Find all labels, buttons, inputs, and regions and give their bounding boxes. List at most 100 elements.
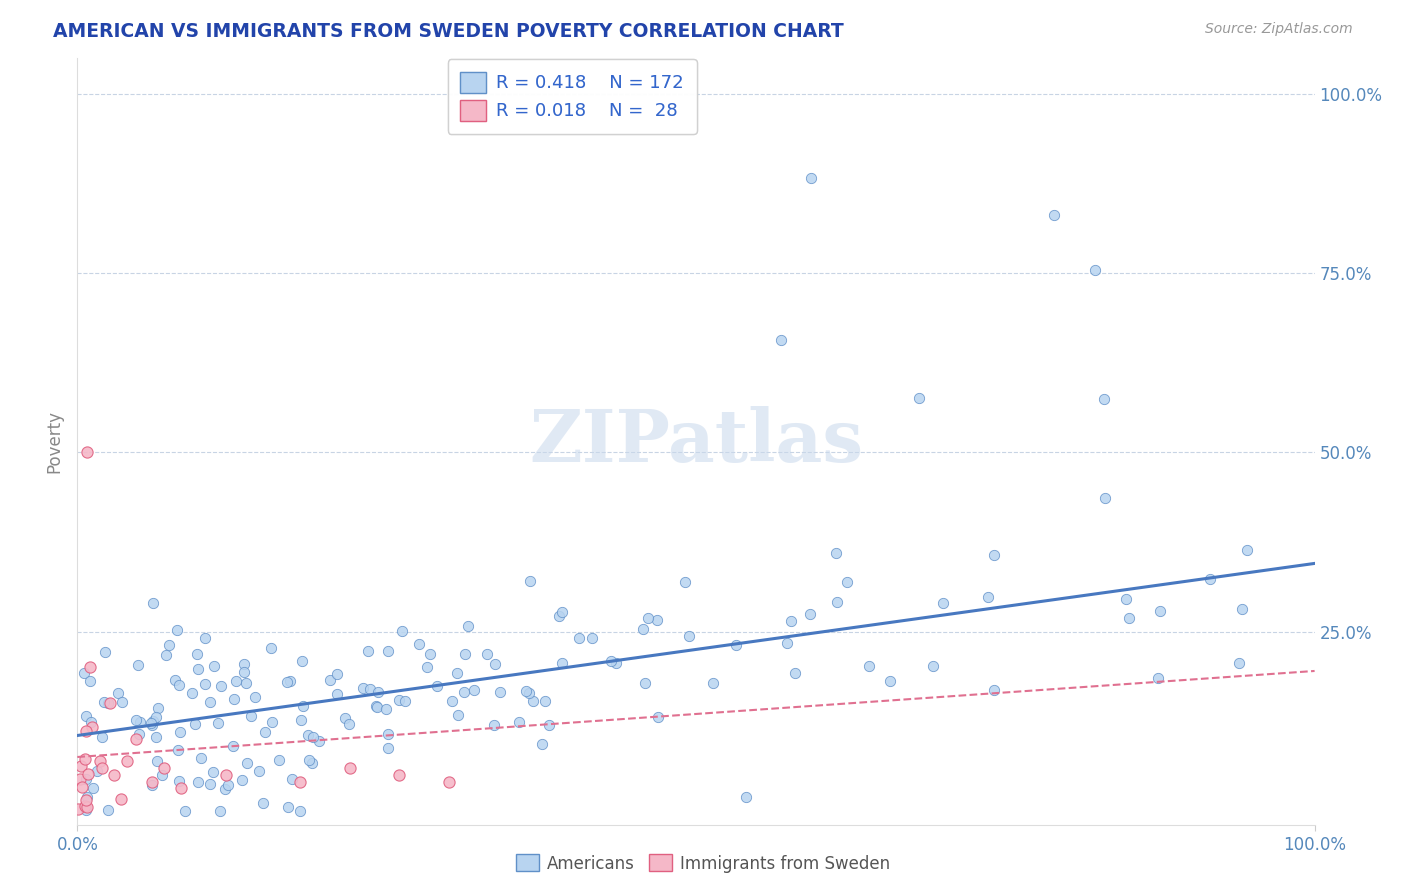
Point	[277, 800, 299, 814]
Point	[367, 685, 389, 699]
Point	[1149, 604, 1171, 618]
Point	[1227, 656, 1250, 670]
Point	[983, 548, 1005, 562]
Legend: Americans, Immigrants from Sweden: Americans, Immigrants from Sweden	[509, 847, 897, 880]
Point	[103, 768, 125, 782]
Point	[457, 619, 479, 633]
Text: ZIPatlas: ZIPatlas	[529, 406, 863, 477]
Point	[75, 708, 97, 723]
Point	[76, 767, 98, 781]
Point	[146, 701, 169, 715]
Point	[141, 775, 163, 789]
Point	[93, 695, 115, 709]
Point	[446, 665, 468, 680]
Point	[169, 725, 191, 739]
Point	[484, 657, 506, 671]
Point	[377, 644, 399, 658]
Point	[239, 708, 262, 723]
Point	[276, 674, 298, 689]
Point	[253, 724, 276, 739]
Point	[163, 673, 186, 688]
Point	[198, 777, 221, 791]
Point	[1092, 392, 1115, 406]
Point	[530, 737, 553, 751]
Point	[377, 726, 399, 740]
Point	[142, 714, 165, 729]
Point	[97, 803, 120, 817]
Point	[222, 692, 245, 706]
Point	[232, 657, 254, 672]
Point	[337, 717, 360, 731]
Point	[125, 713, 148, 727]
Point	[186, 647, 208, 661]
Point	[198, 695, 221, 709]
Point	[297, 728, 319, 742]
Point	[202, 764, 225, 779]
Point	[769, 333, 792, 347]
Point	[291, 654, 314, 668]
Point	[1199, 572, 1222, 586]
Point	[799, 607, 821, 621]
Point	[454, 647, 477, 661]
Point	[141, 778, 163, 792]
Point	[90, 730, 112, 744]
Point	[209, 679, 232, 693]
Point	[190, 750, 212, 764]
Point	[194, 631, 217, 645]
Point	[599, 654, 621, 668]
Point	[214, 782, 236, 797]
Point	[534, 694, 557, 708]
Point	[775, 636, 797, 650]
Point	[187, 662, 209, 676]
Point	[391, 624, 413, 638]
Point	[111, 695, 134, 709]
Point	[1147, 671, 1170, 685]
Point	[550, 605, 572, 619]
Point	[1094, 491, 1116, 505]
Point	[426, 679, 449, 693]
Point	[217, 778, 239, 792]
Point	[515, 683, 537, 698]
Point	[508, 715, 530, 730]
Point	[568, 631, 591, 645]
Point	[247, 764, 270, 778]
Point	[150, 767, 173, 781]
Point	[245, 690, 267, 705]
Point	[359, 682, 381, 697]
Point	[232, 665, 254, 679]
Point	[76, 445, 98, 459]
Point	[394, 694, 416, 708]
Point	[82, 781, 104, 796]
Point	[388, 768, 411, 782]
Point	[183, 717, 205, 731]
Point	[735, 789, 758, 804]
Point	[1236, 543, 1258, 558]
Point	[702, 675, 724, 690]
Point	[356, 643, 378, 657]
Point	[155, 648, 177, 663]
Point	[208, 804, 231, 818]
Point	[97, 696, 120, 710]
Point	[225, 674, 247, 689]
Point	[80, 715, 103, 730]
Point	[221, 739, 243, 753]
Point	[89, 754, 111, 768]
Point	[538, 718, 561, 732]
Point	[75, 799, 97, 814]
Point	[678, 629, 700, 643]
Point	[489, 684, 512, 698]
Point	[519, 574, 541, 588]
Point	[517, 686, 540, 700]
Point	[408, 637, 430, 651]
Point	[281, 772, 304, 786]
Point	[725, 638, 748, 652]
Point	[551, 657, 574, 671]
Point	[1043, 209, 1066, 223]
Point	[437, 775, 460, 789]
Point	[673, 575, 696, 590]
Point	[824, 546, 846, 560]
Point	[180, 686, 202, 700]
Point	[326, 687, 349, 701]
Point	[278, 674, 301, 689]
Point	[91, 761, 114, 775]
